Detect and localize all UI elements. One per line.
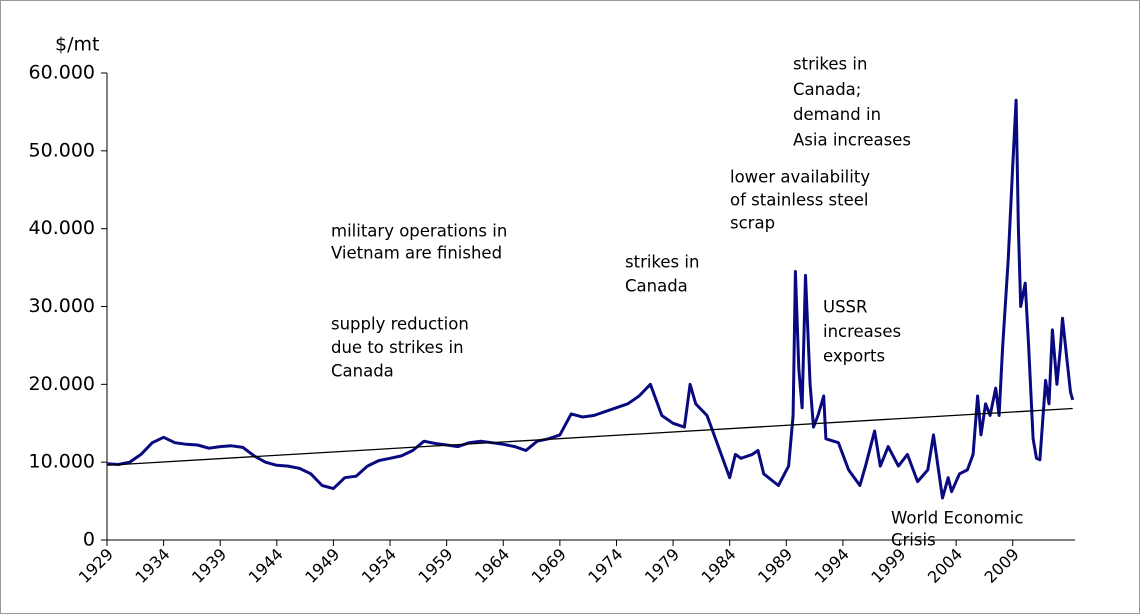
y-axis-label: $/mt xyxy=(55,34,99,56)
annotation: of stainless steel xyxy=(730,191,869,210)
annotation: Asia increases xyxy=(793,130,911,149)
y-tick-label: 0 xyxy=(83,529,95,551)
annotation: lower availability xyxy=(730,168,870,187)
y-tick-label: 30.000 xyxy=(29,295,95,317)
annotation: supply reduction xyxy=(331,315,469,334)
price-line xyxy=(106,98,1075,500)
trend-line xyxy=(106,407,1073,466)
annotation: strikes in xyxy=(793,55,867,74)
annotation: Canada xyxy=(331,362,394,381)
annotation: Crisis xyxy=(891,531,936,550)
annotation: USSR xyxy=(823,298,868,317)
annotation: due to strikes in xyxy=(331,338,464,357)
annotation: Canada; xyxy=(793,80,861,99)
annotation: scrap xyxy=(730,214,775,233)
annotation: strikes in xyxy=(625,253,699,272)
y-tick-label: 10.000 xyxy=(29,451,95,473)
y-tick-label: 60.000 xyxy=(29,62,95,84)
annotation: Canada xyxy=(625,277,688,296)
annotation: military operations in xyxy=(331,222,507,241)
annotation: Vietnam are finished xyxy=(331,244,502,263)
annotation: exports xyxy=(823,347,885,366)
y-tick-label: 20.000 xyxy=(29,373,95,395)
y-tick-label: 40.000 xyxy=(29,217,95,239)
annotation: World Economic xyxy=(891,509,1023,528)
y-tick-label: 50.000 xyxy=(29,139,95,161)
annotation: demand in xyxy=(793,105,881,124)
annotation: increases xyxy=(823,322,901,341)
